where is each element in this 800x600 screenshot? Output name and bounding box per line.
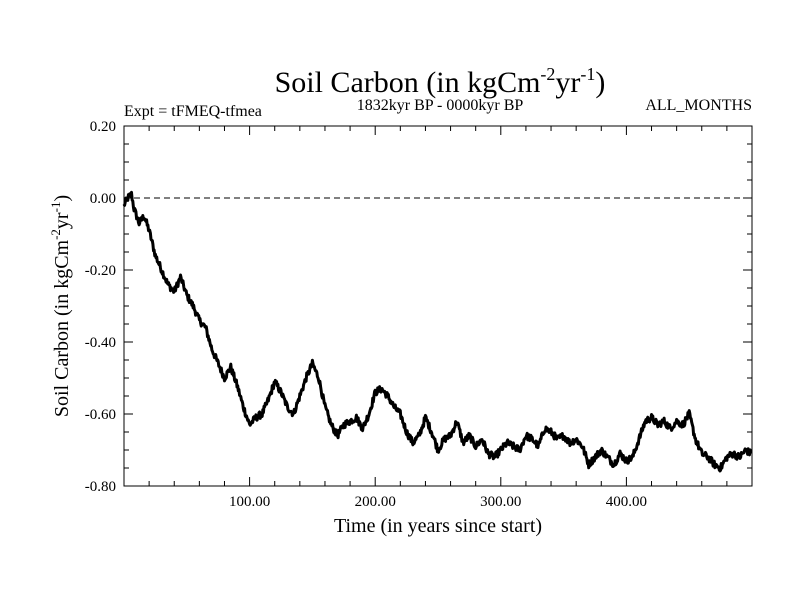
subtitle-period: 1832kyr BP - 0000kyr BP: [357, 97, 524, 114]
y-tick-label: 0.00: [90, 191, 116, 207]
y-tick-label: 0.20: [90, 119, 116, 135]
subtitle-months: ALL_MONTHS: [645, 97, 752, 114]
y-tick-label: -0.80: [85, 479, 116, 495]
axis-ticks: [123, 125, 753, 487]
y-tick-label: -0.40: [85, 335, 116, 351]
x-tick-label: 100.00: [229, 494, 270, 510]
y-tick-label: -0.60: [85, 407, 116, 423]
y-tick-label: -0.20: [85, 263, 116, 279]
y-tick-labels: 0.20 0.00 -0.20 -0.40 -0.60 -0.80: [85, 119, 116, 495]
x-axis-label: Time (in years since start): [334, 515, 542, 537]
subtitle-experiment: Expt = tFMEQ-tfmea: [124, 103, 262, 120]
series-line: [122, 190, 753, 473]
x-tick-label: 300.00: [480, 494, 521, 510]
x-tick-labels: 100.00 200.00 300.00 400.00: [229, 494, 647, 510]
x-tick-label: 200.00: [355, 494, 396, 510]
y-axis-label: Soil Carbon (in kgCm-2yr-1): [48, 195, 73, 417]
chart-title: Soil Carbon (in kgCm-2yr-1): [275, 64, 606, 99]
plot-frame: [123, 125, 753, 487]
x-tick-label: 400.00: [606, 494, 647, 510]
